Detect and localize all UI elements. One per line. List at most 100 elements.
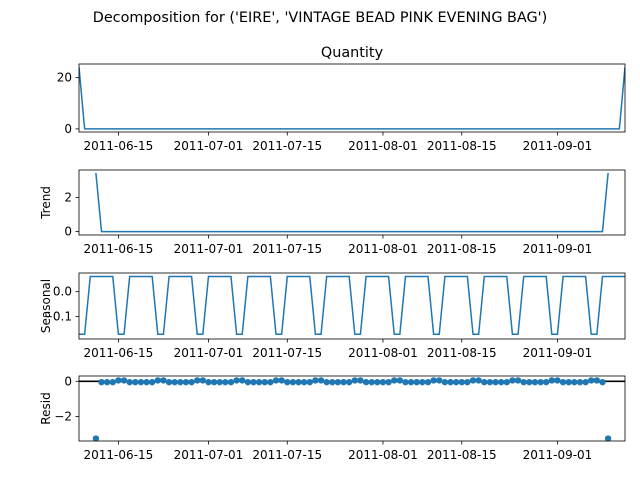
resid-point <box>132 378 139 386</box>
resid-point <box>329 378 336 386</box>
resid-point <box>436 377 443 384</box>
resid-point <box>199 377 207 384</box>
resid-point <box>475 377 482 384</box>
x-tick-label: 2011-08-01 <box>348 242 418 256</box>
x-tick-label: 2011-07-01 <box>174 242 244 256</box>
resid-point <box>402 378 409 386</box>
resid-point <box>126 378 133 386</box>
resid-point <box>239 377 246 384</box>
resid-point <box>559 378 567 386</box>
axes-frame <box>78 375 626 442</box>
x-tick-label: 2011-08-01 <box>348 139 418 153</box>
panel-title: Quantity <box>321 45 384 61</box>
resid-point <box>447 378 454 386</box>
resid-point <box>565 378 572 386</box>
resid-point <box>520 378 527 386</box>
x-tick-label: 2011-07-01 <box>174 346 244 360</box>
axes-frame <box>78 272 626 340</box>
y-tick-label: 0 <box>64 122 72 136</box>
resid-point <box>554 377 561 384</box>
resid-point <box>368 378 375 386</box>
resid-point <box>205 378 212 386</box>
resid-point <box>385 378 392 386</box>
resid-point <box>481 378 488 386</box>
y-tick-label: 0 <box>64 225 72 239</box>
resid-point <box>374 378 381 386</box>
y-tick-label: −2 <box>54 409 72 423</box>
panels: Quantity 0 2 0 2011-06-15 2011-07-01 2011-07-1… <box>39 45 626 462</box>
x-tick-label: 2011-07-15 <box>252 242 322 256</box>
resid-point <box>413 378 420 386</box>
resid-point <box>289 378 297 386</box>
resid-point <box>576 378 584 386</box>
resid-point <box>391 377 398 384</box>
resid-point <box>379 378 387 386</box>
resid-point <box>306 378 313 386</box>
resid-point <box>267 378 274 386</box>
x-tick-label: 2011-07-15 <box>252 346 322 360</box>
resid-point <box>323 378 330 386</box>
resid-point <box>419 378 426 386</box>
series-line-quantity <box>79 67 625 130</box>
resid-point <box>98 378 105 386</box>
resid-outlier-point <box>604 435 612 441</box>
resid-point <box>469 377 477 384</box>
x-tick-label: 2011-06-15 <box>84 346 154 360</box>
resid-point <box>357 377 364 384</box>
y-axis-label: Trend <box>39 186 53 220</box>
resid-point <box>537 378 544 386</box>
resid-point <box>542 378 550 386</box>
resid-point <box>340 378 347 386</box>
resid-point <box>216 378 223 386</box>
panel-3: Seasonal 0.0 −0.1 2011-06-15 2011-07-01 2011-… <box>39 272 626 360</box>
resid-point <box>188 378 195 386</box>
resid-point <box>571 378 578 386</box>
x-tick-label: 2011-08-15 <box>427 242 497 256</box>
y-tick-label: 2 <box>64 190 72 204</box>
resid-outlier-point <box>92 435 100 441</box>
resid-point <box>300 378 308 386</box>
resid-point <box>351 377 359 384</box>
resid-point <box>295 378 302 386</box>
resid-point <box>227 378 235 386</box>
resid-point <box>514 377 522 384</box>
resid-point <box>272 377 280 384</box>
resid-point <box>486 378 494 386</box>
series-line-trend <box>95 172 609 233</box>
x-tick-label: 2011-08-15 <box>427 448 497 462</box>
resid-point <box>177 378 184 386</box>
resid-point <box>210 378 218 386</box>
resid-point <box>261 378 268 386</box>
resid-point <box>317 377 325 384</box>
resid-point <box>222 378 229 386</box>
resid-point <box>182 378 190 386</box>
panel-3-data <box>79 275 625 336</box>
x-tick-label: 2011-08-15 <box>427 346 497 360</box>
resid-point <box>143 378 150 386</box>
x-tick-label: 2011-09-01 <box>523 242 593 256</box>
resid-point <box>148 378 156 386</box>
resid-point <box>278 377 285 384</box>
resid-point <box>458 378 465 386</box>
resid-point <box>582 378 589 386</box>
resid-point <box>244 378 252 386</box>
resid-point <box>233 377 240 384</box>
x-tick-label: 2011-06-15 <box>84 242 154 256</box>
resid-point <box>497 378 505 386</box>
resid-point <box>312 377 319 384</box>
y-tick-label: 0 <box>64 374 72 388</box>
y-axis-label: Resid <box>39 392 53 424</box>
x-tick-label: 2011-06-15 <box>84 448 154 462</box>
resid-point <box>137 378 145 386</box>
resid-point <box>509 377 516 384</box>
resid-point <box>103 378 111 386</box>
x-tick-label: 2011-08-15 <box>427 139 497 153</box>
x-tick-label: 2011-09-01 <box>523 346 593 360</box>
resid-point <box>492 378 499 386</box>
y-tick-label: 0.0 <box>53 285 72 299</box>
resid-point <box>548 377 556 384</box>
resid-point <box>424 378 432 386</box>
x-tick-label: 2011-07-15 <box>252 448 322 462</box>
axes-frame <box>78 63 626 133</box>
